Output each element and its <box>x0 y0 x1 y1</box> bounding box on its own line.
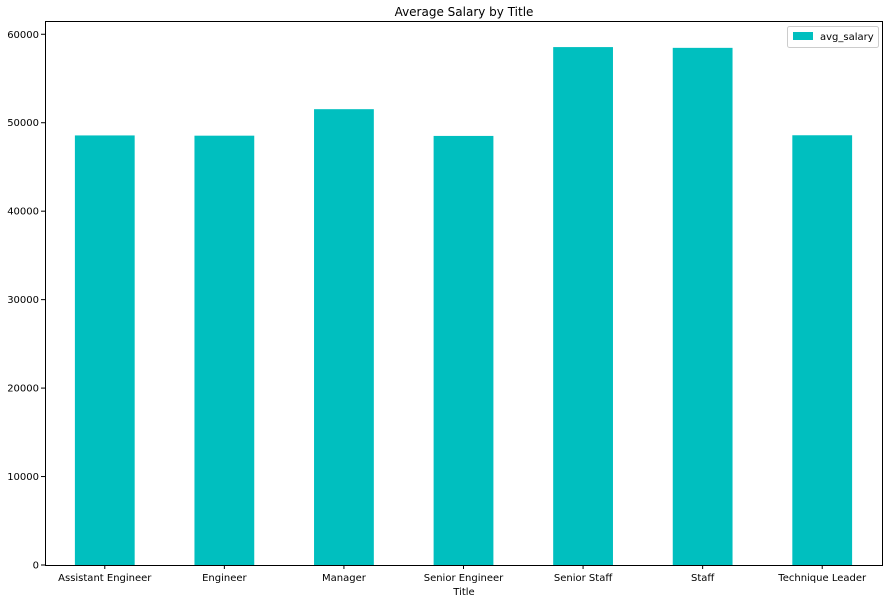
y-tick-label: 60000 <box>7 30 39 41</box>
y-axis-ticks: 0 10000 20000 30000 40000 50000 60000 <box>7 30 45 572</box>
x-tick-label: Staff <box>691 573 715 584</box>
bar-technique-leader <box>792 135 853 565</box>
x-tick-label: Engineer <box>202 573 247 584</box>
bar-manager <box>314 109 374 566</box>
bar-assistant-engineer <box>74 135 135 565</box>
legend: avg_salary <box>787 26 879 48</box>
bars-group <box>74 47 853 566</box>
legend-entry-avg-salary: avg_salary <box>820 32 874 43</box>
legend-swatch <box>793 32 813 40</box>
x-tick-label: Senior Engineer <box>424 573 504 584</box>
x-tick-label: Senior Staff <box>554 573 613 584</box>
legend-box <box>787 26 879 48</box>
y-tick-label: 50000 <box>7 118 39 129</box>
y-tick-label: 0 <box>33 561 39 572</box>
x-tick-label: Assistant Engineer <box>58 573 152 584</box>
x-axis-label: Title <box>452 587 474 596</box>
bar-senior-staff <box>553 47 613 565</box>
bar-staff <box>672 47 733 566</box>
chart-title: Average Salary by Title <box>395 5 534 19</box>
x-axis-ticks: Assistant Engineer Engineer Manager Senior … <box>58 565 867 584</box>
bar-senior-engineer <box>433 135 494 565</box>
y-tick-label: 30000 <box>7 295 39 306</box>
x-tick-label: Manager <box>322 573 367 584</box>
x-tick-label: Technique Leader <box>777 573 867 584</box>
y-tick-label: 40000 <box>7 207 39 218</box>
y-tick-label: 20000 <box>7 384 39 395</box>
y-tick-label: 10000 <box>7 472 39 483</box>
bar-engineer <box>194 135 255 565</box>
